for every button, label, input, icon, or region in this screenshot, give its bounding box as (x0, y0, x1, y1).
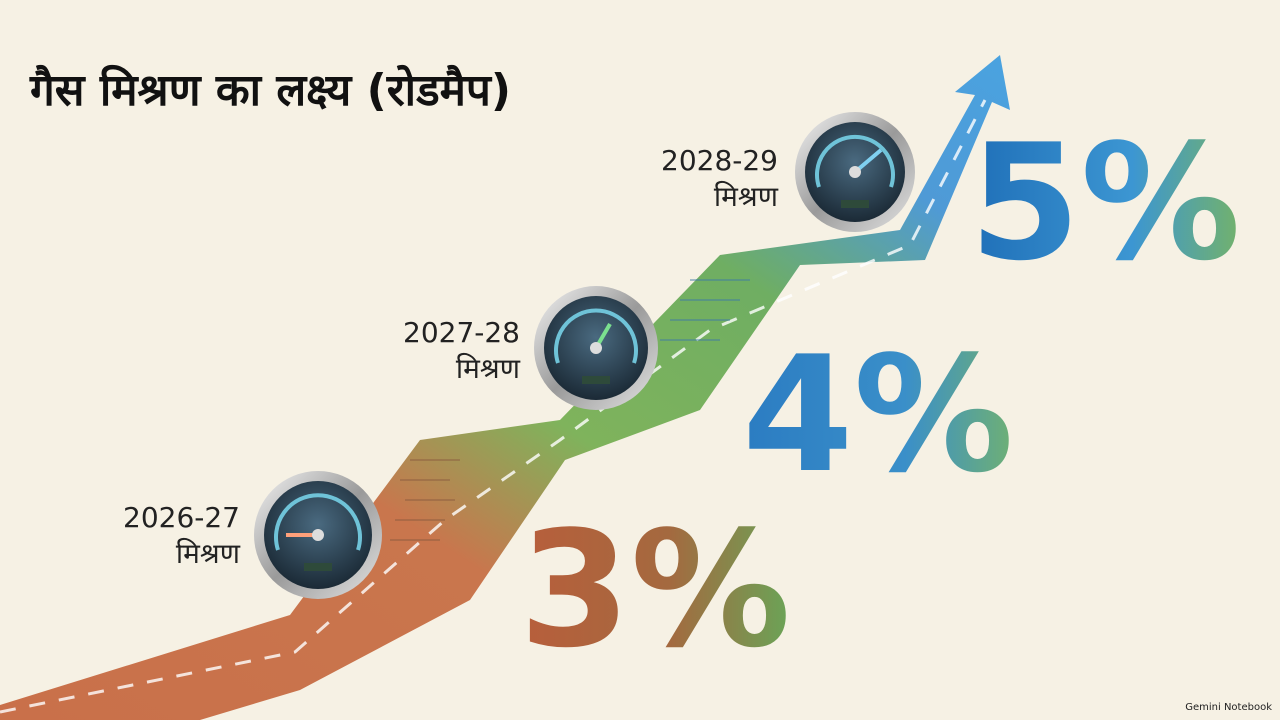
milestone-value: 5% (969, 109, 1241, 296)
watermark: Gemini Notebook (1185, 702, 1272, 713)
gauge (534, 286, 658, 410)
milestone-label: मिश्रण (176, 537, 241, 570)
milestone-year: 2027-28 (403, 316, 520, 349)
road (0, 55, 1010, 720)
milestone-year: 2026-27 (123, 501, 240, 534)
gauge (795, 112, 915, 232)
milestone-label: मिश्रण (456, 352, 521, 385)
milestone-value: 4% (742, 321, 1014, 508)
milestone-year: 2028-29 (661, 144, 778, 177)
title: गैस मिश्रण का लक्ष्य (रोडमैप) (29, 64, 511, 116)
milestone-label: मिश्रण (714, 180, 779, 213)
milestone-value: 3% (519, 496, 791, 683)
gauge (254, 471, 382, 599)
